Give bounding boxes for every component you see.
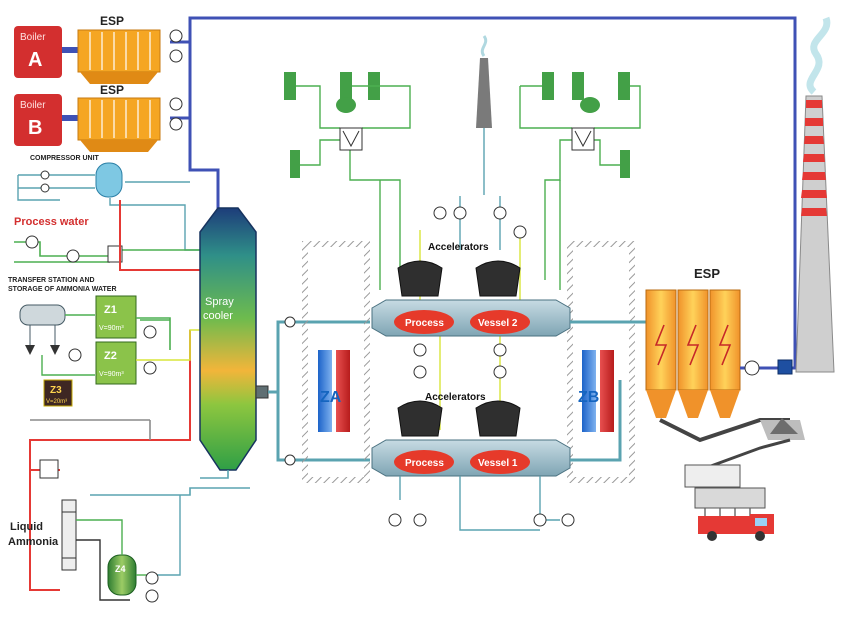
svg-text:Vessel 2: Vessel 2 — [478, 318, 518, 329]
pt-pumps — [145, 571, 159, 603]
process-vessel-2: Process Vessel 2 — [371, 299, 571, 337]
process-water-fittings — [25, 235, 123, 263]
accelerators-upper-label: Accelerators — [428, 242, 489, 253]
process-water-line — [14, 241, 200, 263]
right-dosing-skid — [519, 72, 641, 280]
svg-text:Process: Process — [405, 458, 444, 469]
central-stack — [476, 35, 492, 195]
p3-pumps — [140, 319, 170, 375]
svg-text:Process: Process — [405, 318, 444, 329]
liquid-ammonia-label-1: Liquid — [10, 521, 43, 533]
svg-text:Vessel 1: Vessel 1 — [478, 458, 518, 469]
svg-text:V=20m³: V=20m³ — [46, 399, 67, 405]
svg-text:A: A — [28, 49, 42, 71]
boiler-connectors — [62, 47, 78, 121]
process-water-label: Process water — [14, 216, 89, 228]
heat-exchanger-zb: ZB — [578, 350, 614, 432]
compressor-unit-label: COMPRESSOR UNIT — [30, 155, 100, 162]
svg-text:B: B — [28, 117, 42, 139]
accelerators-lower-label: Accelerators — [425, 392, 486, 403]
esp-main — [645, 289, 793, 418]
top-fans — [433, 206, 527, 239]
liquid-ammonia-label-2: Ammonia — [8, 536, 59, 548]
esp-bank-b: ESP — [77, 83, 161, 152]
svg-text:ESP: ESP — [100, 14, 124, 28]
transfer-station-label-2: STORAGE OF AMMONIA WATER — [8, 286, 117, 293]
svg-text:Boiler: Boiler — [20, 100, 46, 111]
tank-z2: Z2 V=90m³ — [95, 341, 137, 385]
svg-text:Z2: Z2 — [104, 350, 117, 362]
svg-text:V=90m³: V=90m³ — [99, 371, 124, 378]
svg-text:ZA: ZA — [320, 389, 342, 406]
product-handling — [659, 418, 805, 541]
tank-z4: Z4 — [107, 554, 137, 596]
svg-text:Boiler: Boiler — [20, 32, 46, 43]
tank-z1: Z1 V=90m³ — [95, 295, 137, 339]
mid-fittings — [284, 316, 507, 466]
esp-bank-a: ESP — [77, 14, 161, 84]
left-feed-lines — [30, 317, 200, 440]
svg-text:ESP: ESP — [100, 83, 124, 97]
compressor-unit — [17, 162, 200, 251]
svg-text:ZB: ZB — [578, 389, 599, 406]
svg-text:V=90m³: V=90m³ — [99, 325, 124, 332]
spray-cooler-outlet — [255, 320, 370, 462]
transfer-station-label-1: TRANSFER STATION AND — [8, 277, 95, 284]
svg-text:Z4: Z4 — [115, 564, 126, 574]
esp-main-label: ESP — [694, 266, 720, 281]
boiler-b: Boiler B — [14, 94, 62, 146]
svg-text:cooler: cooler — [203, 310, 233, 322]
main-stack — [795, 16, 835, 373]
heat-exchanger-za: ZA — [318, 350, 350, 432]
svg-text:Spray: Spray — [205, 296, 234, 308]
ammonia-evaporator — [39, 459, 77, 571]
spray-cooler: Spray cooler — [199, 207, 257, 471]
process-vessel-1: Process Vessel 1 — [371, 439, 571, 477]
svg-text:Z1: Z1 — [104, 304, 117, 316]
ammonia-water-storage — [19, 304, 95, 376]
process-housings — [302, 241, 635, 483]
tank-z3: Z3 V=20m³ — [43, 379, 73, 407]
boiler-a: Boiler A — [14, 26, 62, 78]
left-dosing-skid — [284, 72, 411, 280]
spray-bottom-return — [90, 470, 250, 496]
booster-fans — [169, 29, 183, 131]
bottom-pumps — [388, 476, 575, 531]
accelerator-units — [397, 260, 521, 437]
svg-text:Z3: Z3 — [50, 385, 62, 396]
